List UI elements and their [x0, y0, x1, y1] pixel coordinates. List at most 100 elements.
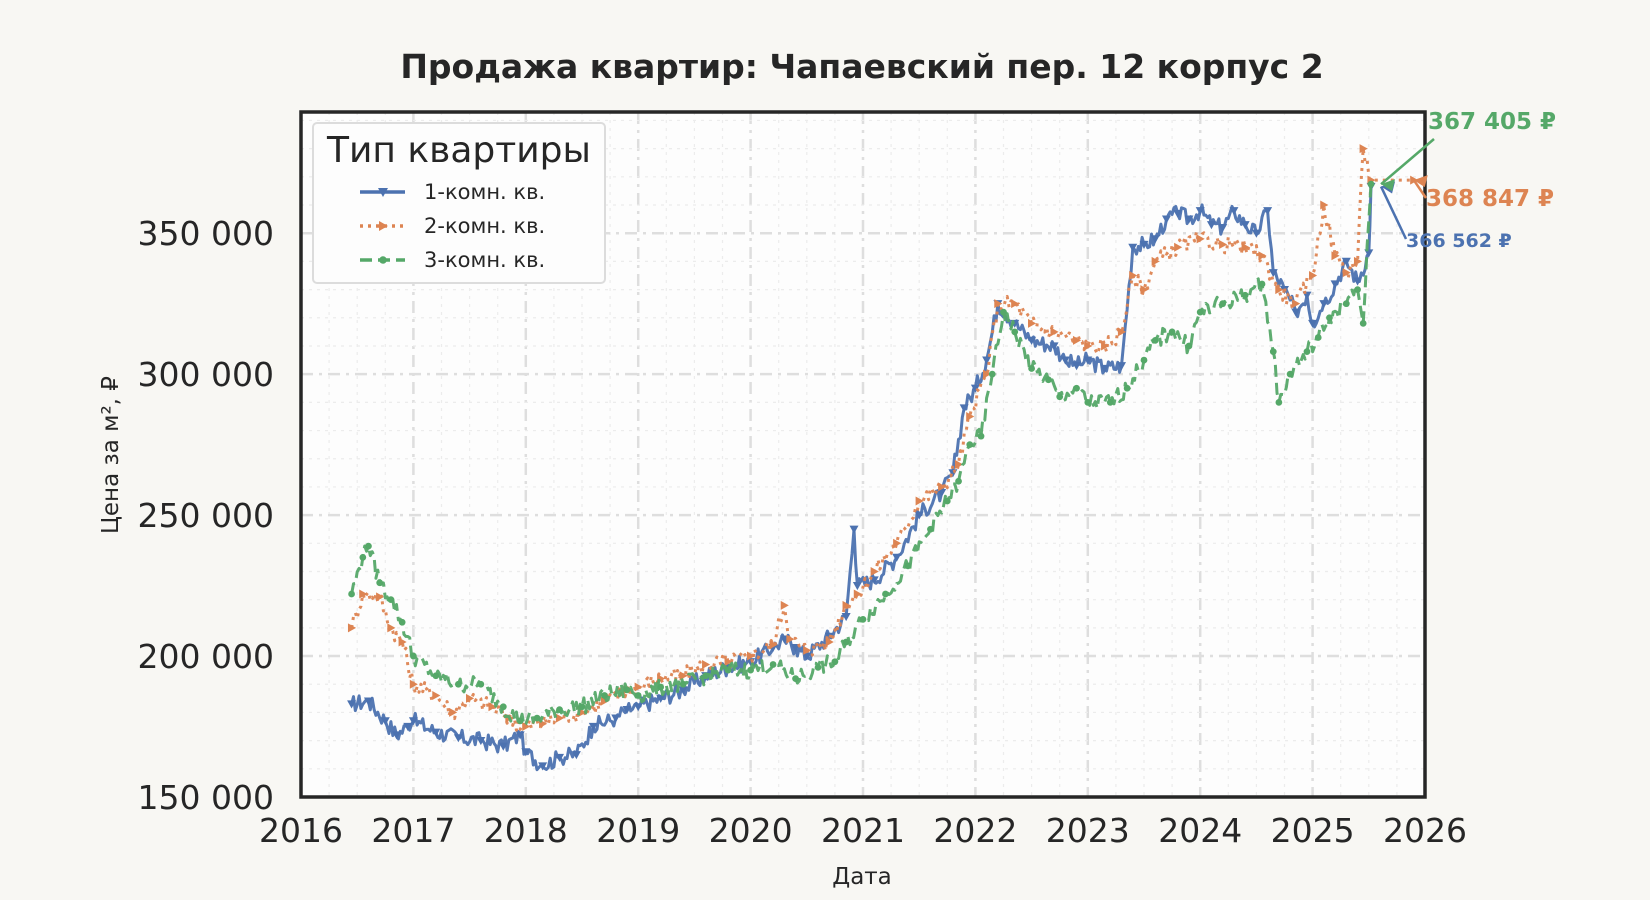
data-point-marker — [1314, 334, 1322, 341]
data-point-marker — [679, 680, 687, 688]
data-point-marker — [1241, 242, 1250, 252]
data-point-marker — [571, 751, 581, 760]
data-point-marker — [1072, 335, 1082, 345]
data-point-marker — [769, 661, 777, 668]
legend-title: Тип квартиры — [326, 130, 591, 171]
data-point-marker — [966, 441, 974, 449]
plot-frame — [299, 110, 1427, 799]
data-point-marker — [1174, 242, 1183, 252]
data-point-marker — [1291, 308, 1301, 317]
data-point-marker — [1123, 384, 1131, 392]
data-point-marker — [555, 753, 565, 763]
data-point-marker — [601, 692, 608, 699]
data-point-marker — [814, 663, 822, 671]
data-point-marker — [1330, 280, 1340, 289]
last-value-annotations: 366 562 ₽ 368 847 ₽ 367 405 ₽ — [1379, 109, 1556, 252]
data-point-marker — [1196, 308, 1204, 316]
legend-box — [312, 122, 606, 284]
data-point-marker — [859, 616, 867, 623]
data-point-marker — [410, 652, 417, 660]
data-point-marker — [966, 411, 975, 421]
data-point-marker — [1011, 299, 1020, 309]
data-point-marker — [516, 717, 524, 725]
data-point-marker — [853, 589, 862, 599]
data-point-marker — [970, 384, 980, 393]
data-point-marker — [1084, 341, 1093, 351]
data-point-marker — [1359, 144, 1368, 154]
data-point-marker — [1151, 336, 1159, 344]
legend-item: 1-комн. кв. — [360, 180, 545, 204]
data-point-marker — [870, 566, 879, 576]
data-point-marker — [634, 692, 642, 699]
data-point-marker — [1263, 207, 1273, 216]
x-tick-label: 2017 — [371, 811, 455, 850]
annotation-label: 368 847 ₽ — [1426, 186, 1554, 212]
data-point-marker — [1292, 299, 1301, 309]
data-point-marker — [347, 700, 357, 709]
data-point-marker — [376, 592, 385, 602]
data-point-marker — [1342, 300, 1350, 308]
data-point-marker — [611, 714, 621, 723]
data-point-marker — [499, 703, 507, 711]
data-point-marker — [1269, 348, 1277, 355]
data-point-marker — [431, 728, 441, 737]
data-point-marker — [893, 538, 902, 548]
data-point-marker — [376, 579, 384, 587]
data-point-marker — [702, 660, 711, 670]
data-point-marker — [780, 600, 789, 610]
data-point-marker — [498, 742, 508, 751]
data-point-marker — [1101, 341, 1110, 351]
data-point-marker — [634, 682, 643, 692]
data-point-marker — [453, 734, 463, 743]
data-point-marker — [1240, 221, 1250, 230]
data-point-marker — [841, 612, 851, 622]
x-tick-label: 2019 — [596, 811, 680, 850]
data-point-marker — [363, 697, 373, 706]
data-point-marker — [657, 683, 665, 691]
data-point-marker — [521, 748, 531, 757]
data-point-marker — [1353, 277, 1363, 286]
data-point-marker — [852, 581, 862, 591]
y-tick-label: 250 000 — [138, 496, 274, 535]
data-point-marker — [359, 589, 368, 599]
data-point-marker — [1139, 240, 1149, 249]
data-point-marker — [1320, 200, 1329, 210]
data-point-marker — [633, 703, 643, 712]
data-point-marker — [831, 658, 839, 666]
annotation-arrow — [1380, 138, 1435, 186]
data-point-marker — [937, 488, 947, 498]
legend-item: 3-комн. кв. — [360, 248, 545, 272]
data-point-marker — [1049, 342, 1059, 351]
data-point-marker — [1128, 243, 1138, 252]
data-point-marker — [1028, 318, 1037, 328]
series-line — [350, 147, 1414, 732]
data-point-marker — [959, 404, 969, 413]
data-point-marker — [1308, 319, 1318, 328]
data-point-marker — [1173, 209, 1183, 218]
data-point-marker — [927, 525, 934, 533]
data-point-marker — [1219, 300, 1227, 308]
series-layer — [347, 144, 1419, 772]
data-point-marker — [1354, 286, 1361, 293]
x-tick-label: 2020 — [709, 811, 793, 850]
data-point-marker — [1342, 268, 1351, 278]
data-point-marker — [792, 675, 799, 682]
data-point-marker — [488, 702, 497, 712]
data-point-marker — [409, 679, 418, 689]
data-point-marker — [1195, 207, 1205, 216]
data-point-marker — [1185, 342, 1193, 350]
legend-swatch-marker — [378, 188, 388, 197]
annotation-label: 367 405 ₽ — [1428, 109, 1556, 135]
data-point-marker — [1258, 280, 1266, 288]
data-point-marker — [466, 693, 475, 703]
data-point-marker — [1268, 269, 1278, 278]
data-point-marker — [454, 680, 462, 688]
data-point-marker — [983, 369, 992, 379]
data-point-marker — [1286, 370, 1294, 378]
data-point-marker — [702, 672, 710, 680]
data-point-marker — [842, 600, 851, 610]
data-point-marker — [724, 666, 732, 674]
data-point-marker — [1241, 291, 1249, 299]
data-point-marker — [1367, 180, 1375, 188]
y-axis-label: Цена за м², ₽ — [98, 376, 124, 534]
